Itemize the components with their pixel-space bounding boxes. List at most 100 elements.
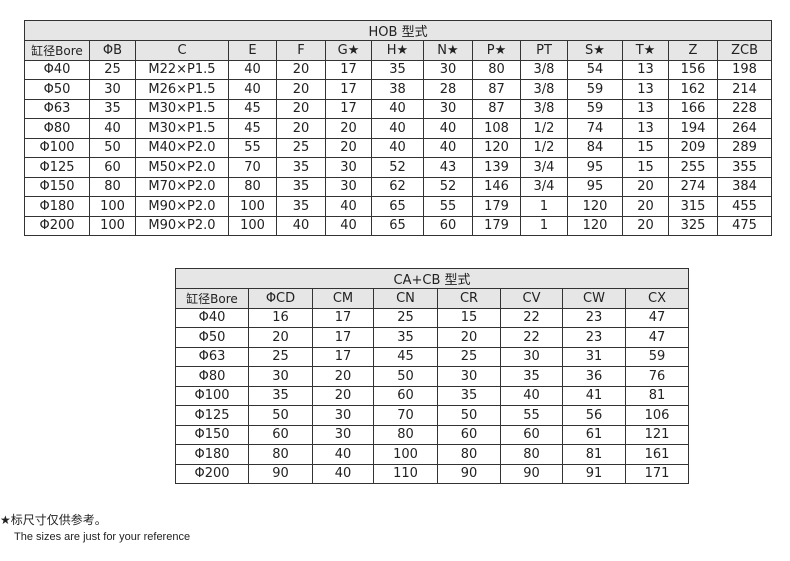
table-cell: 40 (325, 196, 372, 217)
table-title: HOB 型式 (23, 20, 773, 41)
table-cell: 325 (668, 215, 718, 236)
table-cell: 40 (312, 444, 374, 465)
table-cell: 40 (312, 463, 374, 484)
column-header: CR (437, 288, 501, 309)
table-cell: Φ63 (175, 346, 249, 367)
header-row: 缸径Bore ΦB C E F G★ H★ N★ P★ PT S★ T★ Z ZCB (24, 40, 773, 61)
column-header: N★ (423, 40, 473, 61)
table-cell: 23 (562, 307, 626, 328)
table-cell: 80 (437, 444, 501, 465)
table-row: Φ63 35 M30×P1.5 45 20 17 40 30 87 3/8 59 13 166 228 (24, 98, 773, 119)
table-cell: Φ50 (175, 327, 249, 348)
table-cell: 214 (716, 79, 773, 100)
header-row: 缸径Bore ΦCD CM CN CR CV CW CX (175, 288, 689, 309)
table-cell: 35 (276, 157, 326, 178)
table-cell: 194 (668, 118, 718, 139)
table-cell: M26×P1.5 (135, 79, 229, 100)
table-cell: 47 (625, 327, 689, 348)
table-cell: 162 (668, 79, 718, 100)
table-cell: 50 (373, 366, 438, 387)
table-cell: 17 (312, 327, 374, 348)
table-cell: 60 (89, 157, 136, 178)
table-row: Φ50 20 17 35 20 22 23 47 (175, 327, 689, 348)
table-cell: 60 (437, 424, 501, 445)
table-cell: 384 (716, 176, 773, 197)
table-cell: 87 (472, 98, 521, 119)
column-header: H★ (371, 40, 424, 61)
table-cell: 120 (567, 196, 623, 217)
table-cell: Φ40 (24, 59, 90, 80)
table-cell: M90×P2.0 (135, 196, 229, 217)
table-cell: 35 (89, 98, 136, 119)
table-cell: 110 (373, 463, 438, 484)
table-cell: 95 (567, 176, 623, 197)
table-row: Φ100 50 M40×P2.0 55 25 20 40 40 120 1/2 84 15 209 289 (24, 137, 773, 158)
table-cell: Φ63 (24, 98, 90, 119)
table-cell: 90 (437, 463, 501, 484)
table-cell: 3/8 (520, 59, 568, 80)
table-cell: 60 (500, 424, 563, 445)
table-cell: 1 (520, 196, 568, 217)
table-cell: 20 (276, 118, 326, 139)
table-cell: 45 (373, 346, 438, 367)
table-cell: 60 (248, 424, 313, 445)
column-header: F (276, 40, 326, 61)
table-cell: M90×P2.0 (135, 215, 229, 236)
table-cell: 55 (423, 196, 473, 217)
table-cell: 156 (668, 59, 718, 80)
table-cell: 1/2 (520, 118, 568, 139)
table-cell: 30 (312, 405, 374, 426)
table-cell: 30 (423, 59, 473, 80)
table-cell: 35 (248, 385, 313, 406)
reference-note-cn: ★标尺寸仅供参考。 (0, 513, 107, 527)
table-cell: 30 (248, 366, 313, 387)
table-cell: Φ125 (175, 405, 249, 426)
table-cell: 20 (325, 118, 372, 139)
table-cell: 90 (500, 463, 563, 484)
table-cell: 35 (437, 385, 501, 406)
table-cell: M70×P2.0 (135, 176, 229, 197)
column-header: ZCB (716, 40, 773, 61)
table-cell: 80 (228, 176, 277, 197)
table-cell: 1/2 (520, 137, 568, 158)
table-cell: 84 (567, 137, 623, 158)
table-cell: 25 (248, 346, 313, 367)
table-cell: 264 (716, 118, 773, 139)
table-cell: 274 (668, 176, 718, 197)
table-cell: 120 (472, 137, 521, 158)
table-cell: 30 (500, 346, 563, 367)
hob-dimension-table: HOB 型式 缸径Bore ΦB C E F G★ H★ N★ P★ PT S★ T★ Z ZCB Φ40 25… (23, 20, 773, 236)
table-cell: 50 (248, 405, 313, 426)
table-cell: 355 (716, 157, 773, 178)
table-cell: 60 (423, 215, 473, 236)
table-cell: 65 (371, 215, 424, 236)
table-cell: 20 (248, 327, 313, 348)
table-row: Φ180 100 M90×P2.0 100 35 40 65 55 179 1 120 20 315 45… (24, 196, 773, 217)
table-cell: 41 (562, 385, 626, 406)
table-cell: 50 (89, 137, 136, 158)
column-header: ΦCD (248, 288, 313, 309)
table-cell: Φ180 (175, 444, 249, 465)
table-cell: M30×P1.5 (135, 98, 229, 119)
table-cell: 108 (472, 118, 521, 139)
table-cell: 61 (562, 424, 626, 445)
table-cell: 20 (312, 385, 374, 406)
table-cell: 16 (248, 307, 313, 328)
table-cell: 15 (437, 307, 501, 328)
table-row: Φ150 60 30 80 60 60 61 121 (175, 424, 689, 445)
table-cell: 55 (500, 405, 563, 426)
table-cell: 25 (373, 307, 438, 328)
column-header: ΦB (89, 40, 136, 61)
column-header: 缸径Bore (24, 40, 90, 61)
table-title: CA+CB 型式 (175, 268, 689, 289)
table-cell: 3/4 (520, 176, 568, 197)
table-cell: M22×P1.5 (135, 59, 229, 80)
table-cell: 40 (371, 137, 424, 158)
table-cell: 228 (716, 98, 773, 119)
table-cell: 90 (248, 463, 313, 484)
table-cell: M40×P2.0 (135, 137, 229, 158)
table-cell: 20 (325, 137, 372, 158)
table-cell: 45 (228, 98, 277, 119)
table-cell: 289 (716, 137, 773, 158)
table-cell: 59 (567, 98, 623, 119)
